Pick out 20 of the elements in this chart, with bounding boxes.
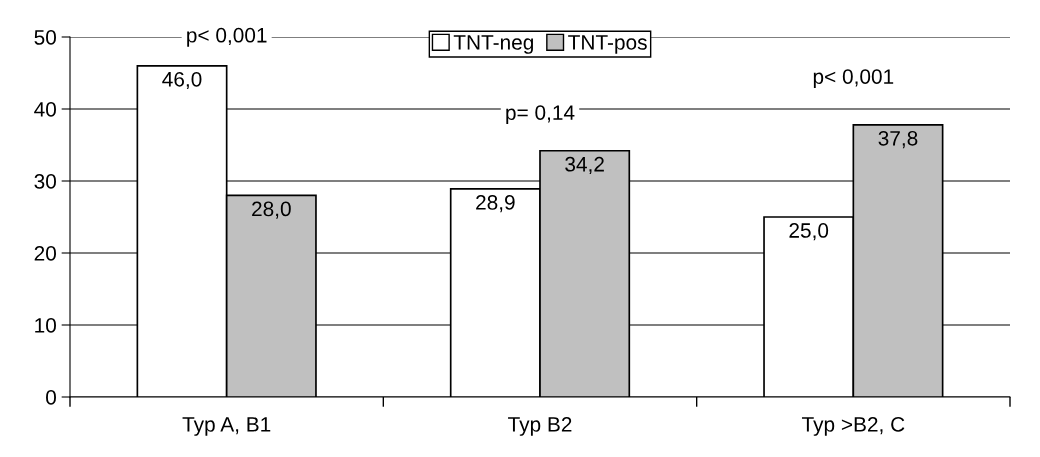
data-label: 25,0	[789, 223, 829, 241]
y-tick-label: 0	[46, 390, 56, 405]
x-tick-label: Typ >B2, C	[801, 416, 905, 436]
y-tick-label: 50	[34, 30, 56, 45]
data-label: 37,8	[878, 130, 918, 149]
y-tick-label: 10	[35, 318, 56, 333]
annotation: p< 0,001	[813, 69, 894, 89]
annotation: p< 0,001	[187, 27, 267, 47]
y-tick-label: 20	[34, 246, 56, 261]
legend-label: TNT-pos	[568, 35, 647, 54]
annotation: p= 0,14	[506, 105, 575, 125]
legend-label: TNT-neg	[453, 35, 533, 54]
y-tick-label: 40	[34, 102, 56, 117]
data-label: 28,9	[476, 195, 515, 213]
x-tick-label: Typ B2	[508, 416, 572, 436]
y-tick-label: 30	[34, 174, 56, 189]
data-label: 46,0	[162, 71, 202, 90]
data-label: 34,2	[565, 156, 604, 175]
data-label: 28,0	[252, 201, 291, 219]
x-tick-label: Typ A, B1	[182, 417, 271, 436]
